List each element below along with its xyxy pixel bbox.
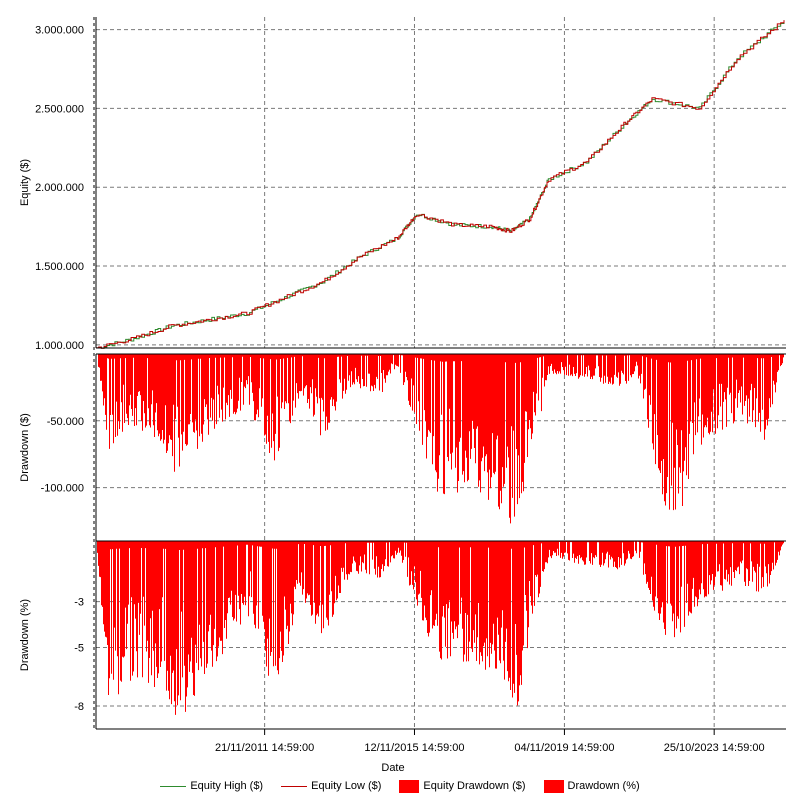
series-equity-high bbox=[96, 20, 785, 349]
legend-swatch-equity-drawdown bbox=[399, 779, 420, 793]
legend-swatch-equity-high bbox=[160, 785, 187, 787]
legend-label: Equity High ($) bbox=[190, 780, 264, 792]
y-tick-label: -5 bbox=[74, 643, 84, 655]
y-tick-label: -50.000 bbox=[47, 416, 84, 428]
x-tick-label: 21/11/2011 14:59:00 bbox=[215, 742, 314, 754]
panel-2: -50.000 -100.000 Drawdown ($) bbox=[19, 353, 787, 542]
legend-item-equity-low: Equity Low ($) bbox=[281, 780, 381, 792]
y-tick-label: 1.500.000 bbox=[35, 261, 84, 273]
y-axis-title: Equity ($) bbox=[19, 159, 31, 206]
y-tick-label: 2.500.000 bbox=[35, 103, 84, 115]
y-axis-title: Drawdown (%) bbox=[19, 599, 31, 671]
legend: Equity High ($) Equity Low ($) Equity Dr… bbox=[0, 776, 800, 796]
series-equity-low bbox=[96, 20, 785, 349]
series-equity-drawdown bbox=[96, 354, 787, 524]
x-tick-label: 12/11/2015 14:59:00 bbox=[364, 742, 464, 754]
y-tick-label: -3 bbox=[74, 597, 84, 609]
series-drawdown-pct bbox=[96, 541, 787, 715]
x-tick-label: 25/10/2023 14:59:00 bbox=[664, 742, 765, 754]
x-tick-label: 04/11/2019 14:59:00 bbox=[514, 742, 614, 754]
panel-3: -3 -5 -8 Drawdown (%) bbox=[19, 540, 787, 730]
y-tick-label: 2.000.000 bbox=[35, 182, 84, 194]
legend-label: Drawdown (%) bbox=[567, 780, 640, 792]
legend-item-equity-drawdown: Equity Drawdown ($) bbox=[399, 779, 526, 793]
y-tick-label: -100.000 bbox=[41, 483, 84, 495]
y-tick-label: -8 bbox=[74, 701, 84, 713]
x-axis-title: Date bbox=[381, 762, 404, 774]
y-tick-label: 1.000.000 bbox=[35, 340, 84, 352]
legend-item-equity-high: Equity High ($) bbox=[160, 780, 263, 792]
legend-label: Equity Low ($) bbox=[311, 780, 382, 792]
legend-label: Equity Drawdown ($) bbox=[423, 780, 526, 792]
panel-1: 1.000.000 1.500.000 2.000.000 2.500.000 3.00… bbox=[19, 17, 786, 352]
legend-swatch-drawdown-pct bbox=[543, 779, 564, 793]
y-tick-label: 3.000.000 bbox=[35, 25, 84, 37]
equity-drawdown-chart: 1.000.000 1.500.000 2.000.000 2.500.000 3.00… bbox=[19, 17, 787, 774]
y-axis-title: Drawdown ($) bbox=[19, 413, 31, 481]
legend-swatch-equity-low bbox=[281, 785, 308, 787]
legend-item-drawdown-pct: Drawdown (%) bbox=[543, 779, 640, 793]
